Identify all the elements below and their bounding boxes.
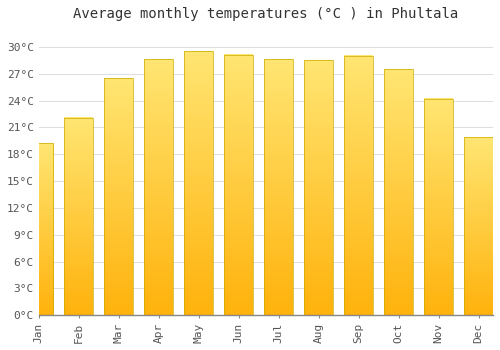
Bar — [224, 55, 253, 315]
Bar — [384, 69, 413, 315]
Bar — [344, 56, 373, 315]
Bar — [304, 60, 333, 315]
Title: Average monthly temperatures (°C ) in Phultala: Average monthly temperatures (°C ) in Ph… — [74, 7, 458, 21]
Bar — [144, 60, 173, 315]
Bar — [424, 99, 453, 315]
Bar — [64, 118, 93, 315]
Bar — [464, 137, 493, 315]
Bar — [104, 78, 133, 315]
Bar — [184, 51, 213, 315]
Bar — [24, 144, 53, 315]
Bar — [264, 60, 293, 315]
